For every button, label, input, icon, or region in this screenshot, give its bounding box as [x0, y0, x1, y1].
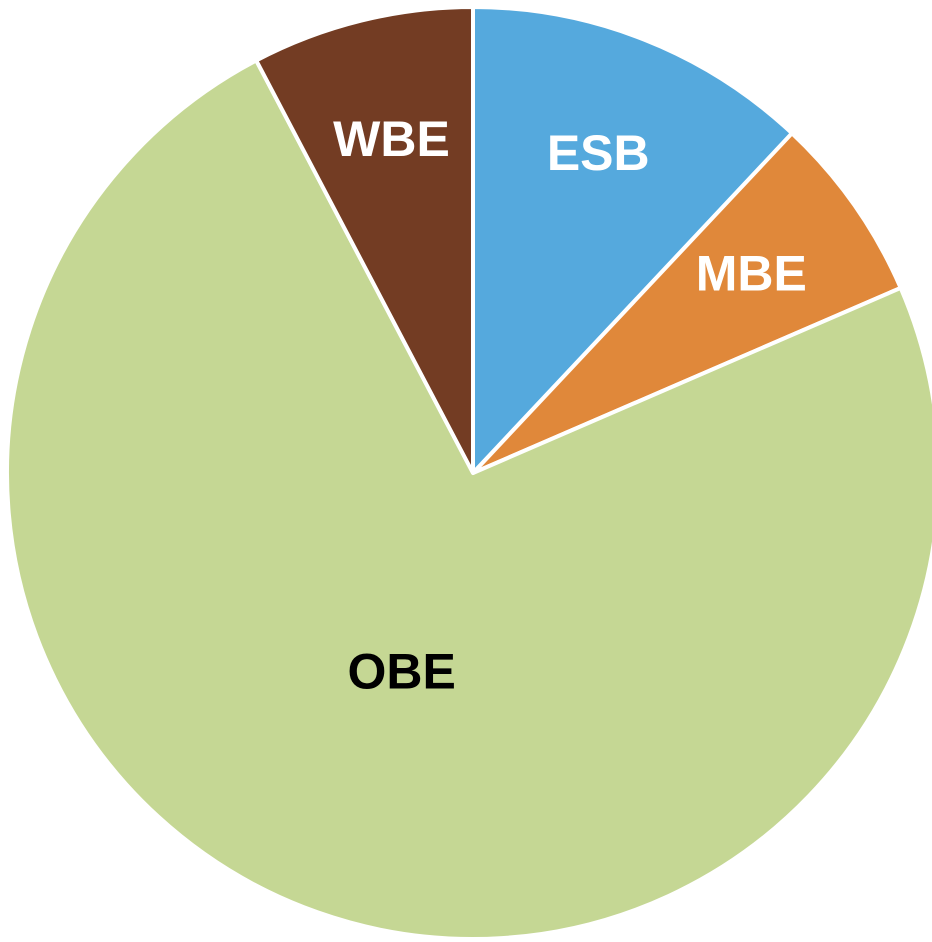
pie-slice: [471, 131, 903, 475]
pie-slice: [254, 5, 475, 475]
slice-label: ESB: [547, 125, 650, 181]
slice-label: OBE: [347, 643, 455, 699]
slice-label: WBE: [333, 111, 450, 167]
pie-slice: [471, 5, 794, 475]
pie-slice: [5, 58, 932, 941]
slice-label: MBE: [696, 246, 807, 302]
